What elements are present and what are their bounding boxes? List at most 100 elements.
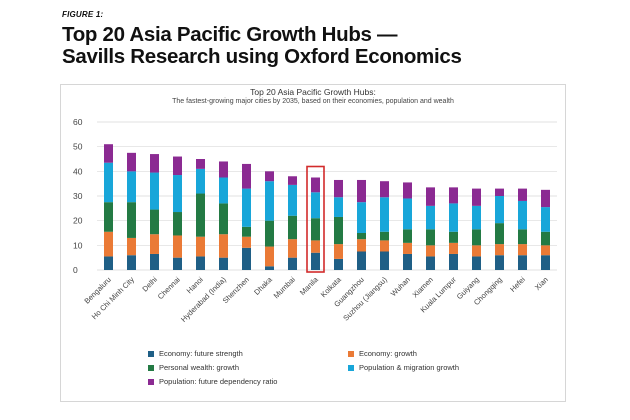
bar-segment (150, 154, 159, 173)
bar-segment (288, 176, 297, 185)
chart-legend: Economy: future strength Economy: growth P… (148, 349, 548, 399)
bar-segment (288, 215, 297, 240)
bar-segment (403, 198, 412, 230)
y-tick-label: 60 (73, 117, 83, 127)
bar-segment (311, 240, 320, 253)
bar-segment (196, 236, 205, 257)
bar-segment (380, 231, 389, 241)
x-tick-label: Mumbai (272, 275, 297, 300)
bar-segment (242, 226, 251, 237)
bar-segment (104, 231, 113, 257)
bar-segment (265, 171, 274, 182)
bar-segment (495, 196, 504, 224)
figure-label: FIGURE 1: (62, 10, 104, 19)
bar-segment (265, 246, 274, 267)
bar-segment (219, 234, 228, 258)
bar-segment (426, 229, 435, 246)
bar-segment (426, 256, 435, 270)
bar-segment (288, 184, 297, 216)
legend-label: Population & migration growth (359, 363, 460, 372)
bar-segment (104, 202, 113, 232)
bar-segment (242, 188, 251, 227)
bar-segment (518, 200, 527, 230)
bar-segment (472, 188, 481, 206)
x-tick-label: Hefei (508, 275, 527, 294)
bar-segment (242, 236, 251, 248)
bar-segment (196, 159, 205, 169)
bar-segment (173, 235, 182, 258)
bar-segment (265, 220, 274, 247)
y-tick-label: 20 (73, 216, 83, 226)
bar-segment (288, 257, 297, 270)
bar-segment (357, 251, 366, 270)
bar-segment (541, 255, 550, 270)
bar-segment (449, 203, 458, 232)
bar-segment (196, 256, 205, 270)
bar-segment (334, 216, 343, 245)
bar-segment (449, 242, 458, 254)
bar-segment (357, 239, 366, 252)
bar-segment (449, 187, 458, 204)
bar-segment (518, 188, 527, 201)
x-tick-label: Hanoi (185, 275, 205, 295)
bar-segment (265, 266, 274, 270)
y-tick-label: 40 (73, 166, 83, 176)
bar-segment (380, 251, 389, 270)
bar-segment (173, 212, 182, 236)
bar-segment (472, 256, 481, 270)
legend-swatch (348, 364, 354, 371)
legend-label: Economy: future strength (159, 349, 243, 358)
page-title: Top 20 Asia Pacific Growth Hubs — Savill… (62, 24, 582, 68)
bar-segment (104, 144, 113, 163)
y-tick-label: 10 (73, 240, 83, 250)
bar-segment (495, 223, 504, 245)
bar-segment (311, 177, 320, 193)
bar-segment (127, 237, 136, 256)
bar-segment (403, 229, 412, 243)
y-tick-label: 50 (73, 142, 83, 152)
bar-segment (449, 253, 458, 270)
legend-item: Population & migration growth (348, 363, 459, 372)
bar-segment (380, 240, 389, 252)
bar-segment (518, 255, 527, 270)
legend-item: Population: future dependency ratio (148, 377, 277, 386)
legend-item: Economy: growth (348, 349, 417, 358)
bar-segment (334, 197, 343, 217)
legend-label: Population: future dependency ratio (159, 377, 278, 386)
bar-segment (265, 181, 274, 221)
legend-item: Personal wealth: growth (148, 363, 239, 372)
bar-segment (426, 187, 435, 206)
bar-segment (150, 234, 159, 254)
x-tick-label: Ho Chi Minh City (90, 275, 136, 321)
bar-segment (541, 245, 550, 256)
bar-segment (311, 192, 320, 219)
highlight-box (306, 165, 325, 273)
x-tick-label: Chennai (156, 275, 182, 301)
bar-segment (357, 179, 366, 203)
x-tick-label: Manila (298, 274, 321, 297)
bar-segment (518, 244, 527, 256)
bar-segment (380, 181, 389, 198)
bar-segment (357, 233, 366, 240)
chart-title: Top 20 Asia Pacific Growth Hubs: (250, 87, 376, 97)
legend-item: Economy: future strength (148, 349, 243, 358)
bar-segment (127, 202, 136, 238)
x-tick-label: Xian (533, 275, 550, 292)
bar-segment (403, 182, 412, 199)
bar-segment (541, 231, 550, 246)
bar-segment (104, 162, 113, 203)
chart-panel: Top 20 Asia Pacific Growth Hubs: The fas… (60, 84, 566, 402)
bar-segment (311, 252, 320, 270)
bar-segment (104, 256, 113, 270)
bar-segment (127, 255, 136, 270)
bar-segment (150, 253, 159, 270)
bar-segment (472, 229, 481, 246)
legend-label: Economy: growth (359, 349, 417, 358)
bar-segment (173, 257, 182, 270)
x-tick-label: Delhi (140, 275, 159, 294)
bar-segment (242, 247, 251, 270)
bar-segment (150, 172, 159, 210)
bar-segment (426, 205, 435, 230)
bar-segment (196, 193, 205, 237)
